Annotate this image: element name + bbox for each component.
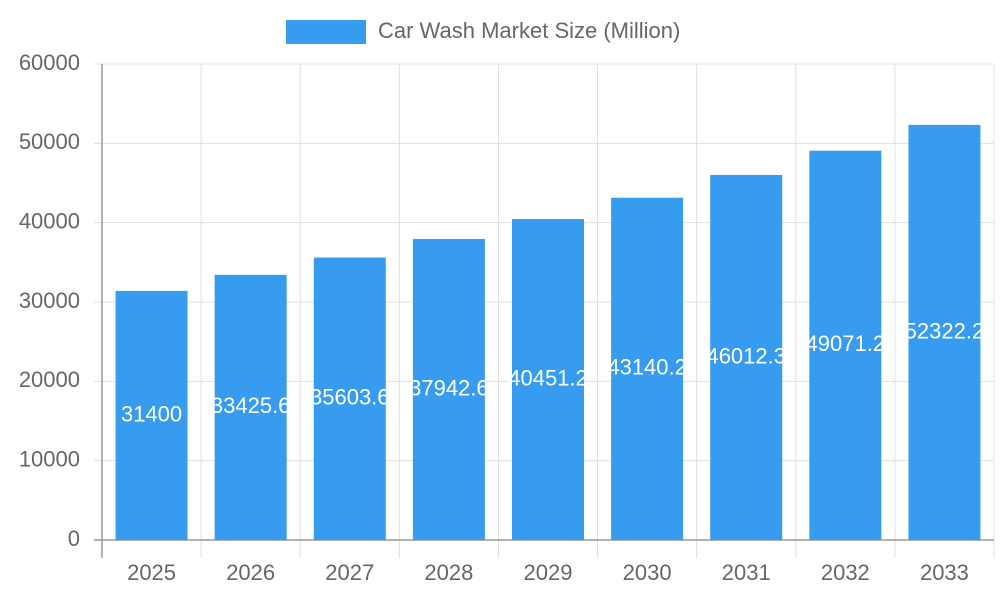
- bar: [412, 238, 485, 540]
- x-tick-label: 2028: [424, 560, 473, 585]
- data-label: 37942.6: [409, 375, 489, 400]
- x-tick-label: 2025: [127, 560, 176, 585]
- bar: [512, 219, 584, 540]
- legend-swatch: [286, 20, 366, 44]
- bar: [710, 174, 783, 540]
- x-tick-label: 2031: [722, 560, 771, 585]
- data-label: 46012.3: [706, 343, 786, 368]
- data-label: 52322.2: [905, 318, 985, 343]
- x-tick-label: 2032: [821, 560, 870, 585]
- x-tick-label: 2027: [325, 560, 374, 585]
- bar: [115, 290, 188, 540]
- data-label: 35603.6: [310, 385, 390, 410]
- data-label: 31400: [121, 401, 182, 426]
- y-tick-label: 0: [68, 526, 80, 551]
- x-tick-label: 2029: [524, 560, 573, 585]
- y-tick-label: 40000: [19, 208, 80, 233]
- bar: [313, 257, 386, 540]
- y-tick-label: 60000: [19, 50, 80, 75]
- data-label: 33425.6: [211, 393, 291, 418]
- bar: [214, 274, 287, 540]
- data-label: 40451.2: [508, 365, 588, 390]
- y-tick-label: 50000: [19, 129, 80, 154]
- x-tick-label: 2026: [226, 560, 275, 585]
- y-tick-label: 20000: [19, 367, 80, 392]
- bar: [611, 197, 684, 541]
- y-tick-label: 10000: [19, 446, 80, 471]
- bar: [908, 124, 981, 540]
- x-tick-label: 2033: [920, 560, 969, 585]
- bar: [809, 150, 882, 540]
- legend-label: Car Wash Market Size (Million): [378, 18, 680, 43]
- y-tick-label: 30000: [19, 288, 80, 313]
- data-label: 43140.2: [607, 355, 687, 380]
- x-tick-label: 2030: [623, 560, 672, 585]
- data-label: 49071.2: [806, 331, 886, 356]
